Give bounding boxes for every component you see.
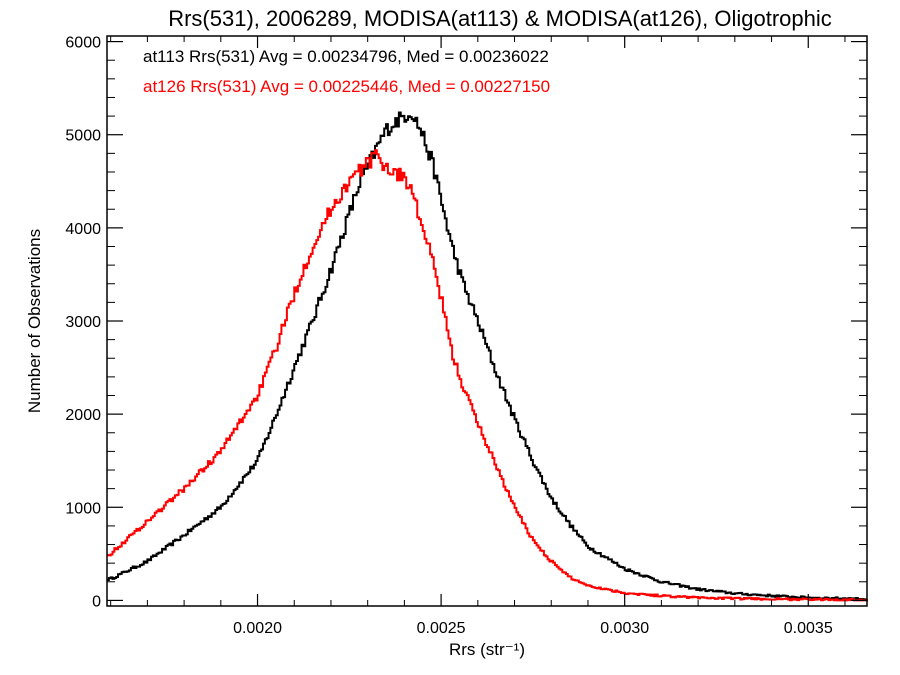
x-tick-label: 0.0030 <box>600 620 649 637</box>
y-axis: 0 1000 2000 3000 4000 5000 6000 <box>65 35 867 610</box>
x-tick-label: 0.0020 <box>233 620 282 637</box>
x-tick-label: 0.0035 <box>784 620 833 637</box>
annotation-at126: at126 Rrs(531) Avg = 0.00225446, Med = 0… <box>143 77 550 96</box>
annotation-at113: at113 Rrs(531) Avg = 0.00234796, Med = 0… <box>143 47 549 66</box>
y-tick-label: 4000 <box>65 221 101 238</box>
plot-area <box>107 111 868 602</box>
chart-title: Rrs(531), 2006289, MODISA(at113) & MODIS… <box>168 6 832 31</box>
plot-frame <box>106 35 868 607</box>
x-axis-label: Rrs (str⁻¹) <box>449 640 525 659</box>
y-axis-label: Number of Observations <box>25 229 44 413</box>
series-line-0 <box>107 111 868 601</box>
series-line-1 <box>107 149 868 602</box>
y-tick-label: 2000 <box>65 407 101 424</box>
y-tick-label: 6000 <box>65 35 101 52</box>
x-tick-label: 0.0025 <box>417 620 466 637</box>
y-tick-label: 5000 <box>65 128 101 145</box>
x-axis: 0.0020 0.0025 0.0030 0.0035 <box>110 36 846 637</box>
y-tick-label: 3000 <box>65 314 101 331</box>
y-tick-label: 1000 <box>65 500 101 517</box>
y-tick-label: 0 <box>92 593 101 610</box>
